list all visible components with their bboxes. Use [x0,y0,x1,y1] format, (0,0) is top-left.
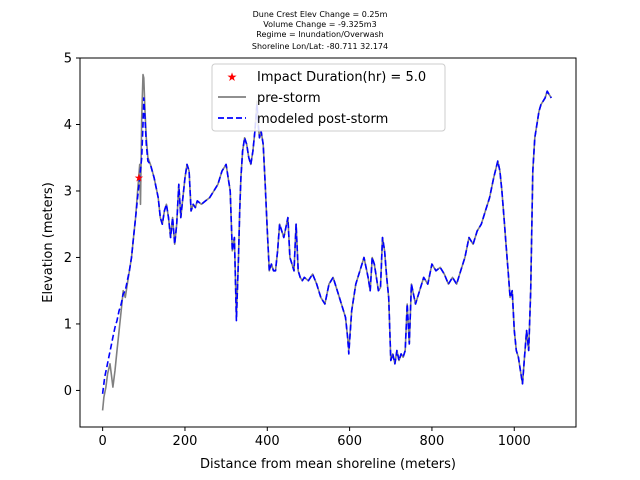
x-tick-label: 200 [173,434,198,449]
legend-star-icon: ★ [227,70,238,84]
series-line-post-storm [101,90,552,394]
x-tick-label: 1000 [498,434,531,449]
y-tick-label: 3 [64,184,72,199]
x-tick-label: 600 [337,434,362,449]
x-axis-label: Distance from mean shoreline (meters) [200,457,456,472]
title-line-2: Volume Change = -9.325m3 [263,20,376,29]
legend-label-post-storm: modeled post-storm [257,112,388,127]
impact-marker-star: ★ [134,172,144,185]
chart-title: Dune Crest Elev Change = 0.25m Volume Ch… [252,10,388,51]
plot-series: ★ [101,73,552,411]
title-line-1: Dune Crest Elev Change = 0.25m [253,10,388,19]
x-tick-label: 800 [420,434,445,449]
y-tick-label: 0 [64,384,72,399]
legend-label-pre-storm: pre-storm [257,91,321,106]
x-tick-label: 0 [98,434,106,449]
x-tick-label: 400 [255,434,280,449]
legend-label-impact: Impact Duration(hr) = 5.0 [257,70,426,85]
y-tick-label: 2 [64,251,72,266]
y-axis-label: Elevation (meters) [41,182,56,303]
y-tick-label: 5 [64,52,72,67]
axes-frame [79,57,577,428]
y-tick-label: 1 [64,317,72,332]
plot-area: ★ [79,57,577,428]
x-axis: 0 200 400 600 800 1000 [98,427,531,449]
legend: ★ Impact Duration(hr) = 5.0 pre-storm mo… [211,63,446,132]
y-tick-label: 4 [64,118,72,133]
legend-box [211,63,446,132]
title-line-4: Shoreline Lon/Lat: -80.711 32.174 [252,42,388,51]
y-axis: 0 1 2 3 4 5 [64,52,80,399]
title-line-3: Regime = Inundation/Overwash [256,30,383,39]
